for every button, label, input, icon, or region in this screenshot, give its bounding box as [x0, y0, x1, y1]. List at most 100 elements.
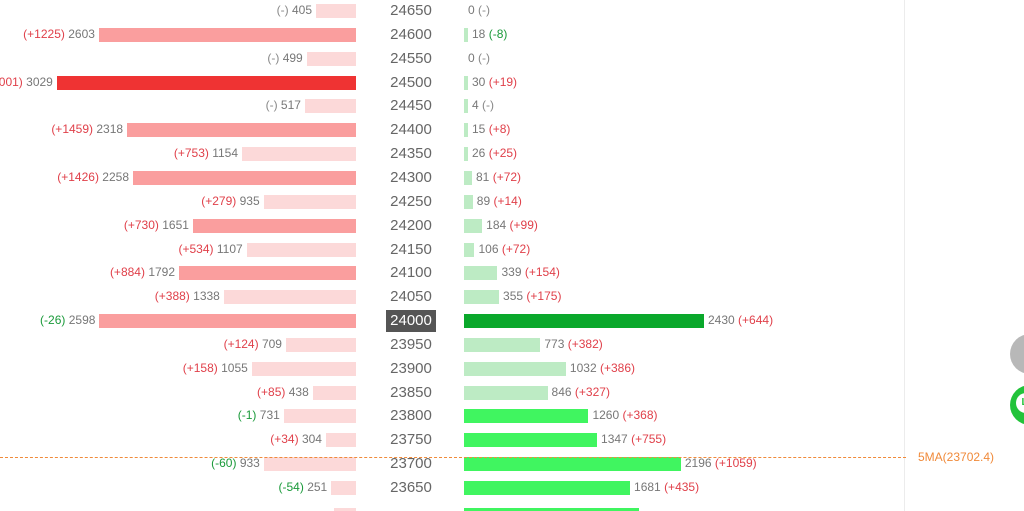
- put-bar: [464, 337, 541, 352]
- strike-price: 24300: [390, 168, 432, 186]
- call-value: 1107: [216, 241, 243, 256]
- put-label: 1681 (+435): [634, 480, 699, 494]
- scroll-top-button[interactable]: [1010, 334, 1024, 374]
- put-bar: [464, 508, 639, 511]
- call-value: 2318: [96, 122, 124, 137]
- call-change: (+124): [223, 336, 259, 351]
- strike-price: 23850: [390, 383, 432, 401]
- put-change: (+14): [493, 193, 522, 208]
- call-change: (+158): [182, 360, 218, 375]
- put-value: 106: [478, 241, 499, 256]
- put-change: (+25): [488, 146, 518, 161]
- call-bar: [285, 337, 356, 352]
- put-change: (+19): [488, 74, 518, 89]
- put-value: 26: [472, 146, 486, 161]
- put-label: 81 (+72): [476, 170, 521, 184]
- call-bar: [192, 218, 356, 233]
- call-change: (+884): [109, 265, 145, 280]
- strike-price: 23800: [390, 407, 432, 425]
- put-label: 89 (+14): [477, 194, 522, 208]
- call-bar: [251, 361, 356, 376]
- call-change: (-): [265, 98, 278, 113]
- put-value: 81: [476, 169, 490, 184]
- call-label: (+124) 709: [224, 337, 282, 351]
- put-value: 2196: [684, 456, 712, 471]
- strike-row: (+730) 1651 24200 184 (+99): [0, 215, 1024, 239]
- put-label: 1347 (+755): [601, 432, 666, 446]
- strike-row: (-54) 251 23650 1681 (+435): [0, 477, 1024, 501]
- call-bar: [179, 266, 356, 281]
- put-bar: [464, 385, 548, 400]
- call-label: (+1426) 2258: [57, 170, 129, 184]
- ma-label: 5MA(23702.4): [918, 450, 995, 464]
- call-value: 304: [301, 432, 322, 447]
- put-label: 4 (-): [472, 98, 494, 112]
- put-label: 2196 (+1059): [685, 456, 757, 470]
- call-bar: [98, 27, 356, 42]
- call-bar: [127, 123, 356, 138]
- put-bar: [464, 409, 589, 424]
- strike-price: 24450: [390, 97, 432, 115]
- put-bar: [464, 433, 598, 448]
- put-change: (+175): [526, 289, 562, 304]
- strike-price: 23950: [390, 335, 432, 353]
- put-bar: [464, 481, 631, 495]
- call-value: 499: [282, 50, 303, 65]
- call-bar: [132, 170, 356, 185]
- put-value: 355: [503, 289, 524, 304]
- strike-row: (+388) 1338 24050 355 (+175): [0, 286, 1024, 310]
- call-label: (+1459) 2318: [51, 122, 123, 136]
- put-change: (+368): [622, 408, 658, 423]
- call-label: (+279) 935: [201, 194, 259, 208]
- strike-price: 24650: [390, 2, 432, 19]
- put-value: 2430: [708, 313, 735, 328]
- call-value: 2603: [68, 26, 95, 41]
- strike-row: (-) 517 24450 4 (-): [0, 95, 1024, 119]
- call-value: 438: [288, 384, 309, 399]
- put-change: (-8): [488, 26, 508, 41]
- put-bar: [464, 27, 468, 42]
- strike-price: 23900: [390, 359, 432, 377]
- put-value: 846: [551, 384, 572, 399]
- call-change: (-26): [40, 313, 66, 328]
- put-bar: [464, 194, 473, 209]
- strike-row: (+34) 304 23750 1347 (+755): [0, 429, 1024, 453]
- put-value: 1347: [601, 432, 628, 447]
- put-bar: [464, 457, 681, 472]
- put-value: 339: [501, 265, 522, 280]
- call-label: (+534) 1107: [178, 242, 242, 256]
- put-label: 106 (+72): [478, 242, 530, 256]
- call-value: 1055: [221, 360, 248, 375]
- put-change: (+72): [492, 169, 522, 184]
- strike-price: 24350: [390, 145, 432, 163]
- strike-row: (+1225) 2603 24600 18 (-8): [0, 24, 1024, 48]
- put-label: 18 (-8): [472, 27, 507, 41]
- call-value: 1154: [212, 146, 239, 161]
- call-change: (-54): [278, 480, 304, 494]
- call-change: (+388): [154, 289, 190, 304]
- call-change: (+34): [270, 432, 299, 447]
- call-bar: [331, 481, 356, 495]
- put-change: (+99): [509, 217, 538, 232]
- call-change: (+1426): [57, 169, 99, 184]
- put-bar: [464, 218, 483, 233]
- put-bar: [464, 242, 475, 257]
- strike-price: 24250: [390, 192, 432, 210]
- chart-border: [904, 0, 905, 511]
- call-change: (-): [267, 50, 280, 65]
- call-value: 517: [280, 98, 301, 113]
- strike-price: 23650: [390, 479, 432, 496]
- call-label: (+730) 1651: [124, 218, 189, 232]
- call-change: (-1): [237, 408, 257, 423]
- put-value: 15: [472, 122, 486, 137]
- put-label: 846 (+327): [552, 385, 610, 399]
- line-share-button[interactable]: LI: [1010, 385, 1024, 425]
- strike-row: (+534) 1107 24150 106 (+72): [0, 239, 1024, 263]
- put-bar: [464, 290, 500, 305]
- call-label: (-) 499: [267, 51, 302, 65]
- put-change: (-): [478, 50, 491, 65]
- call-label: (-1) 731: [238, 408, 280, 422]
